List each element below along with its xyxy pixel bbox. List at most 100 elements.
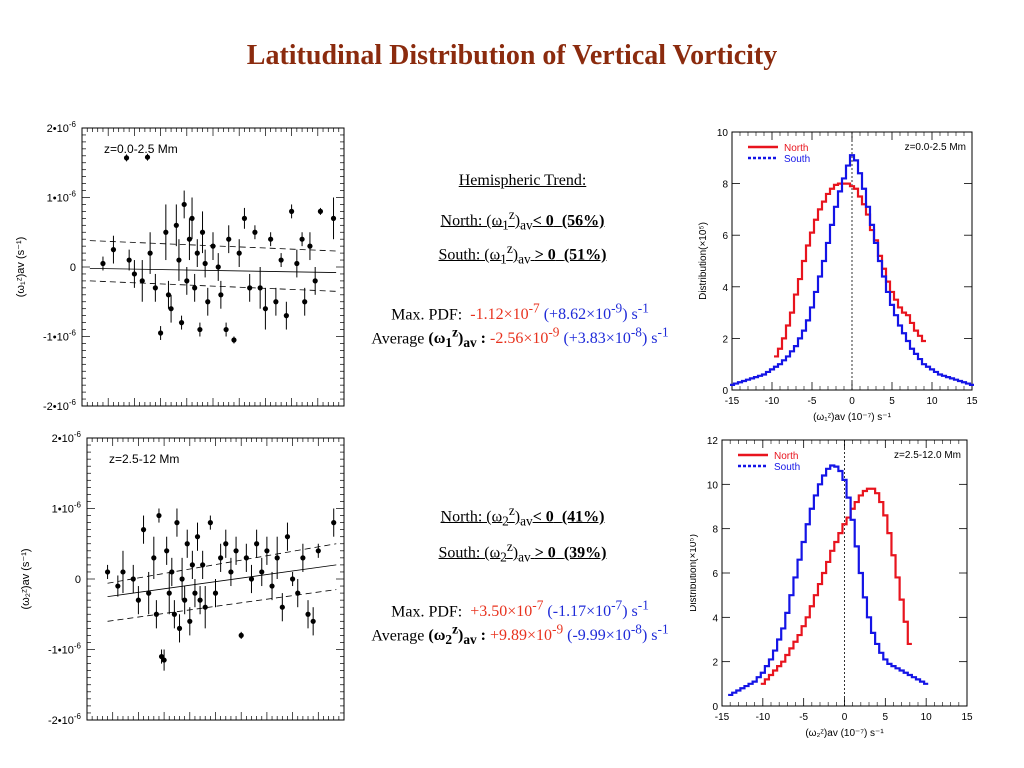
data-point	[241, 215, 248, 221]
x-tick-label: 5	[883, 712, 889, 723]
data-point	[254, 541, 260, 547]
data-point	[233, 548, 239, 554]
data-point	[139, 278, 145, 284]
data-point	[156, 512, 162, 519]
y-tick-label: 10	[717, 128, 729, 139]
data-point	[290, 576, 296, 582]
y-tick-label: 6	[722, 231, 728, 242]
y-tick-label: 4	[722, 283, 728, 294]
data-point	[278, 257, 284, 263]
y-axis-label: (ω₂ᶻ)av (s⁻¹)	[20, 548, 32, 609]
legend-label-north: North	[774, 451, 798, 462]
data-point	[152, 285, 158, 291]
data-point	[273, 299, 279, 305]
y-tick-label-base: -2•10	[43, 401, 69, 413]
data-point	[200, 562, 206, 568]
data-point	[189, 215, 195, 221]
data-point	[146, 590, 152, 596]
y-tick-label-base: 2•10	[47, 123, 69, 135]
hemispheric-trend-heading: Hemispheric Trend:	[458, 172, 587, 189]
south-trend-1: South: (ω1z)av > 0 (51%)	[438, 241, 607, 267]
y-tick-label: -1•10-6	[48, 642, 82, 657]
y-axis-label: Distribution(×10⁵)	[690, 534, 699, 612]
data-point	[164, 548, 170, 554]
x-tick-label: -15	[715, 712, 730, 723]
data-point	[226, 236, 232, 242]
data-point	[223, 541, 229, 547]
y-tick-label: 0	[722, 386, 728, 397]
data-point	[165, 292, 172, 298]
y-tick-label-base: -1•10	[48, 645, 74, 657]
y-tick-label: 8	[712, 525, 718, 536]
series-line-south	[728, 464, 929, 697]
data-point	[181, 201, 187, 208]
data-point	[110, 247, 117, 253]
data-point	[192, 285, 198, 291]
x-tick-label: -10	[765, 396, 780, 407]
y-axis-label: Distribution(×10⁵)	[698, 222, 709, 300]
data-point	[130, 576, 136, 582]
legend-label-north: North	[784, 143, 808, 154]
confidence-bound-lower	[89, 280, 337, 292]
y-tick-label-base: -2•10	[48, 715, 74, 727]
x-axis-label: (ω₂ᶻ)av (10⁻⁷) s⁻¹	[805, 728, 884, 739]
data-point	[120, 569, 126, 575]
x-tick-label: 10	[921, 712, 933, 723]
data-point	[330, 215, 337, 221]
max-pdf-1: Max. PDF: -1.12×10-7 (+8.62×10-9) s-1	[391, 301, 649, 324]
chart-annotation: z=2.5-12.0 Mm	[894, 450, 961, 461]
y-tick-label-exponent: -6	[69, 190, 77, 199]
data-point	[215, 264, 221, 270]
data-point	[236, 250, 242, 256]
north-trend-1: North: (ω1z)av< 0 (56%)	[440, 207, 605, 233]
average-1: Average (ω1z)av : -2.56×10-9 (+3.83×10-8…	[371, 325, 669, 351]
data-point	[210, 243, 216, 249]
data-point	[315, 548, 321, 554]
y-tick-label: 0	[712, 702, 718, 713]
x-tick-label: -15	[725, 396, 740, 407]
y-tick-label-base: -1•10	[43, 332, 69, 344]
data-point	[166, 590, 172, 596]
data-point	[174, 520, 180, 526]
data-point	[307, 243, 313, 249]
scatter-chart-upper: 2•10-61•10-60-1•10-6-2•10-6(ω₁ᶻ)av (s⁻¹)…	[15, 120, 345, 413]
data-point	[243, 555, 249, 561]
data-point	[228, 569, 234, 575]
series-line-south	[730, 154, 974, 386]
y-tick-label-exponent: -6	[74, 501, 82, 510]
data-point	[274, 555, 280, 561]
data-point	[202, 260, 208, 267]
data-point	[192, 590, 198, 596]
chart-annotation: z=0.0-2.5 Mm	[104, 142, 178, 156]
y-tick-label: 2	[712, 658, 718, 669]
y-tick-label: 6	[712, 569, 718, 580]
data-point	[168, 306, 174, 312]
x-tick-label: -10	[756, 712, 771, 723]
x-tick-label: -5	[799, 712, 808, 723]
data-point	[264, 548, 270, 554]
average-2: Average (ω2z)av : +9.89×10-9 (-9.99×10-8…	[371, 622, 669, 648]
y-tick-label: 2•10-6	[47, 120, 77, 135]
x-tick-label: 5	[889, 396, 895, 407]
y-tick-label: 8	[722, 180, 728, 191]
data-point	[305, 611, 311, 617]
data-point	[197, 597, 203, 603]
data-point	[178, 320, 185, 326]
scatter-chart-lower: 2•10-61•10-60-1•10-6-2•10-6(ω₂ᶻ)av (s⁻¹)…	[20, 430, 345, 727]
data-point	[187, 618, 193, 624]
data-point	[238, 632, 244, 638]
data-point	[115, 583, 121, 589]
y-tick-label: 10	[707, 480, 719, 491]
y-tick-label: 12	[707, 436, 719, 447]
fit-line	[89, 267, 337, 273]
x-tick-label: 0	[842, 712, 848, 723]
data-point	[100, 260, 106, 267]
y-tick-label: -2•10-6	[48, 712, 82, 727]
data-point	[312, 278, 318, 284]
data-point	[284, 534, 291, 540]
y-tick-label-exponent: -6	[74, 430, 82, 439]
data-point	[202, 604, 208, 610]
x-tick-label: -5	[808, 396, 817, 407]
chart-annotation: z=0.0-2.5 Mm	[905, 142, 966, 153]
data-point	[169, 569, 175, 575]
